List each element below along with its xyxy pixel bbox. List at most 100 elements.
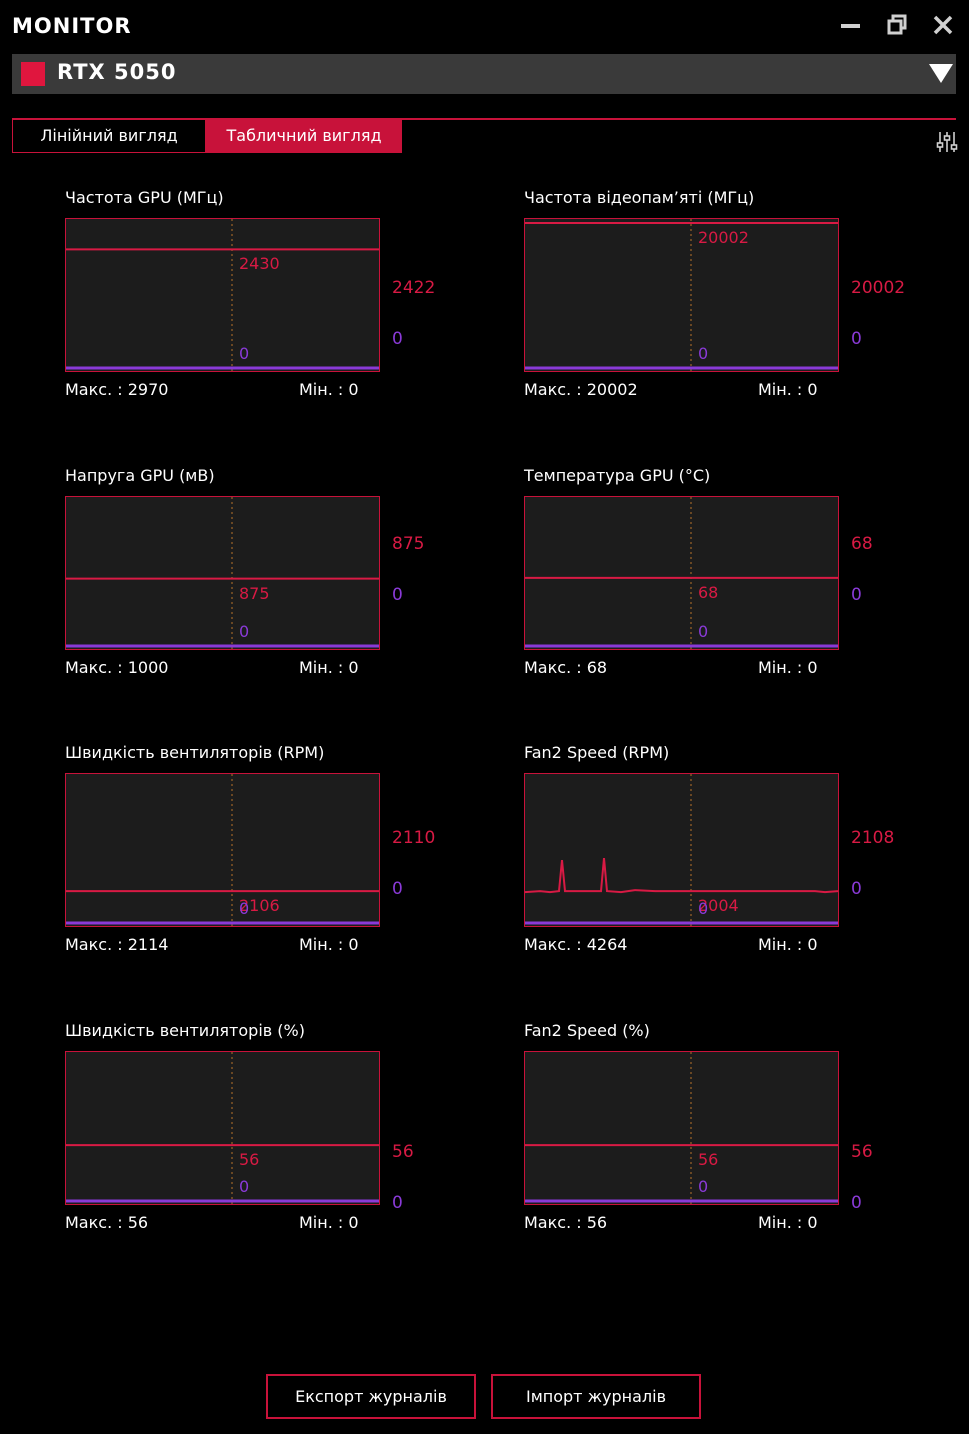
metric-graph: 2106 0	[65, 773, 380, 927]
right-value-label: 2110	[392, 828, 436, 848]
min-stat: Мін. : 0	[758, 1213, 818, 1232]
metric-panel: Частота GPU (МГц) 2430 0 2422 0 Макс. : …	[65, 188, 465, 418]
current-value-label: 56	[239, 1150, 260, 1170]
max-stat: Макс. : 68	[524, 658, 608, 677]
minimize-icon	[841, 24, 860, 28]
close-button[interactable]	[930, 12, 956, 38]
zero-value-label: 0	[239, 344, 250, 363]
settings-sliders-button[interactable]	[935, 131, 959, 153]
app-title: MONITOR	[12, 14, 132, 38]
max-stat: Макс. : 56	[524, 1213, 608, 1232]
panel-title: Температура GPU (°C)	[524, 466, 711, 485]
min-stat: Мін. : 0	[758, 380, 818, 399]
metric-panel: Fan2 Speed (%) 56 0 56 0 Макс. : 56 Мін.…	[524, 1021, 924, 1251]
right-value-label: 68	[851, 534, 873, 554]
zero-value-label: 0	[698, 622, 709, 641]
metric-graph: 875 0	[65, 496, 380, 650]
metric-graph: 20002 0	[524, 218, 839, 372]
tab-table-view[interactable]: Табличний вигляд	[206, 120, 402, 153]
right-zero-label: 0	[851, 1193, 862, 1213]
graph-canvas	[66, 1052, 379, 1204]
right-value-label: 56	[392, 1142, 414, 1162]
series-line	[525, 858, 838, 894]
zero-value-label: 0	[698, 899, 709, 918]
metric-panel: Швидкість вентиляторів (RPM) 2106 0 2110…	[65, 743, 465, 973]
device-color-square	[21, 62, 45, 86]
right-value-label: 56	[851, 1142, 873, 1162]
import-logs-button[interactable]: Імпорт журналів	[491, 1374, 701, 1419]
right-zero-label: 0	[851, 879, 862, 899]
restore-icon	[887, 14, 907, 35]
graph-canvas	[525, 1052, 838, 1204]
close-icon	[933, 15, 953, 35]
metric-graph: 56 0	[65, 1051, 380, 1205]
current-value-label: 2430	[239, 254, 280, 274]
current-value-label: 68	[698, 582, 719, 602]
zero-value-label: 0	[239, 899, 250, 918]
panel-title: Частота відеопам’яті (МГц)	[524, 188, 755, 207]
sliders-icon	[936, 132, 958, 152]
right-value-label: 2108	[851, 828, 895, 848]
graph-canvas	[525, 497, 838, 649]
right-zero-label: 0	[392, 329, 403, 349]
min-stat: Мін. : 0	[758, 935, 818, 954]
metric-panel: Напруга GPU (мВ) 875 0 875 0 Макс. : 100…	[65, 466, 465, 696]
metric-graph: 56 0	[524, 1051, 839, 1205]
metric-graph: 2004 0	[524, 773, 839, 927]
max-stat: Макс. : 4264	[524, 935, 628, 954]
device-selector[interactable]: RTX 5050	[12, 54, 956, 94]
tab-underline	[12, 118, 956, 120]
zero-value-label: 0	[698, 1177, 709, 1196]
panel-title: Частота GPU (МГц)	[65, 188, 224, 207]
max-stat: Макс. : 1000	[65, 658, 169, 677]
graph-canvas	[525, 219, 838, 371]
max-stat: Макс. : 2970	[65, 380, 169, 399]
right-value-label: 875	[392, 534, 425, 554]
max-stat: Макс. : 56	[65, 1213, 149, 1232]
right-value-label: 20002	[851, 278, 906, 298]
panel-title: Fan2 Speed (%)	[524, 1021, 650, 1040]
max-stat: Макс. : 20002	[524, 380, 638, 399]
device-name: RTX 5050	[57, 60, 177, 84]
current-value-label: 2106	[239, 896, 280, 916]
zero-value-label: 0	[698, 344, 709, 363]
panel-title: Напруга GPU (мВ)	[65, 466, 215, 485]
title-bar: MONITOR	[0, 0, 969, 52]
min-stat: Мін. : 0	[299, 1213, 359, 1232]
graph-canvas	[66, 774, 379, 926]
min-stat: Мін. : 0	[299, 658, 359, 677]
right-zero-label: 0	[851, 585, 862, 605]
min-stat: Мін. : 0	[299, 380, 359, 399]
metric-panel: Частота відеопам’яті (МГц) 20002 0 20002…	[524, 188, 924, 418]
restore-button[interactable]	[885, 12, 911, 38]
current-value-label: 875	[239, 583, 270, 603]
export-logs-button[interactable]: Експорт журналів	[266, 1374, 476, 1419]
graph-canvas	[66, 497, 379, 649]
minimize-button[interactable]	[838, 12, 864, 38]
panel-title: Fan2 Speed (RPM)	[524, 743, 670, 762]
right-zero-label: 0	[851, 329, 862, 349]
metric-graph: 68 0	[524, 496, 839, 650]
metric-panel: Fan2 Speed (RPM) 2004 0 2108 0 Макс. : 4…	[524, 743, 924, 973]
chevron-down-icon	[929, 64, 953, 83]
right-zero-label: 0	[392, 585, 403, 605]
current-value-label: 20002	[698, 228, 749, 247]
zero-value-label: 0	[239, 1177, 250, 1196]
current-value-label: 2004	[698, 896, 739, 916]
graph-canvas	[66, 219, 379, 371]
min-stat: Мін. : 0	[758, 658, 818, 677]
zero-value-label: 0	[239, 622, 250, 641]
metric-panel: Температура GPU (°C) 68 0 68 0 Макс. : 6…	[524, 466, 924, 696]
min-stat: Мін. : 0	[299, 935, 359, 954]
right-zero-label: 0	[392, 879, 403, 899]
metric-panel: Швидкість вентиляторів (%) 56 0 56 0 Мак…	[65, 1021, 465, 1251]
metric-graph: 2430 0	[65, 218, 380, 372]
max-stat: Макс. : 2114	[65, 935, 169, 954]
right-value-label: 2422	[392, 278, 436, 298]
graph-canvas	[525, 774, 838, 926]
tab-line-view[interactable]: Лінійний вигляд	[12, 120, 206, 153]
right-zero-label: 0	[392, 1193, 403, 1213]
panel-title: Швидкість вентиляторів (%)	[65, 1021, 305, 1040]
panel-title: Швидкість вентиляторів (RPM)	[65, 743, 325, 762]
current-value-label: 56	[698, 1150, 719, 1170]
